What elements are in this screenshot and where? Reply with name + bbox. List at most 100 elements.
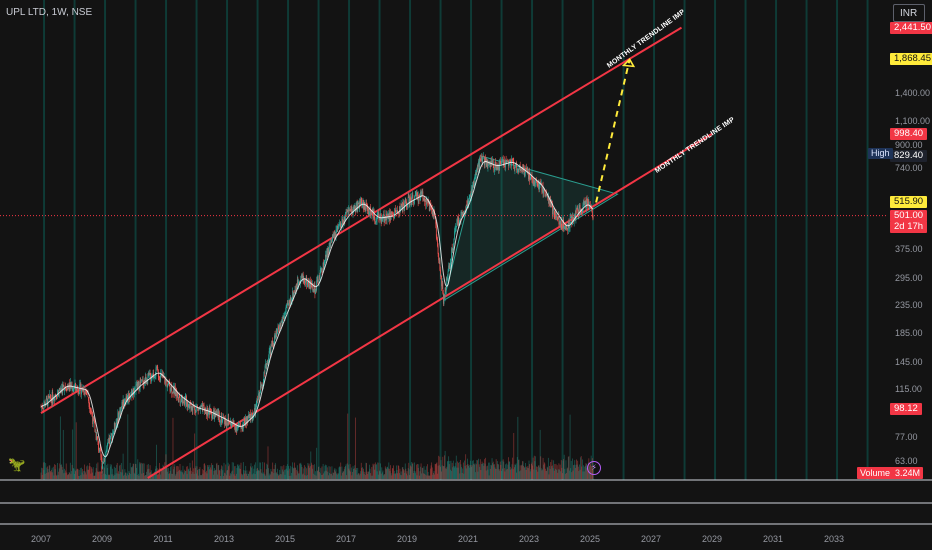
candle-body — [418, 195, 420, 202]
candle-body — [54, 394, 56, 401]
volume-bar — [252, 466, 254, 479]
candle-body — [501, 160, 503, 162]
candle-body — [497, 165, 499, 170]
volume-bar — [270, 468, 272, 479]
volume-bar — [420, 463, 422, 479]
candle-body — [323, 262, 325, 267]
volume-bar — [72, 429, 74, 479]
candle-body — [398, 213, 400, 214]
candle-body — [557, 214, 559, 219]
candle-body — [298, 281, 300, 283]
candle-body — [276, 329, 278, 333]
volume-bar — [136, 474, 138, 479]
candle-body — [240, 422, 241, 427]
volume-bar — [136, 467, 138, 479]
candle-body — [457, 217, 459, 225]
volume-bar — [379, 470, 380, 479]
candle-body — [563, 219, 565, 228]
volume-bar — [550, 462, 552, 479]
volume-bar — [538, 465, 540, 479]
volume-bar — [308, 463, 310, 479]
volume-bar — [326, 467, 328, 479]
volume-bar — [157, 474, 159, 479]
candle-body — [252, 416, 254, 419]
candle-body — [92, 416, 94, 425]
candle-body — [293, 292, 295, 298]
volume-bar — [383, 475, 384, 479]
volume-bar — [231, 471, 233, 479]
volume-bar — [457, 467, 459, 479]
volume-bar — [186, 466, 187, 479]
candle-body — [156, 366, 157, 368]
volume-bar — [410, 465, 411, 479]
volume-bar — [312, 468, 313, 479]
volume-bar — [332, 472, 334, 479]
volume-bar — [366, 463, 367, 479]
candle-body — [335, 232, 336, 238]
candle-body — [295, 287, 297, 291]
volume-bar — [563, 454, 565, 479]
candle-body — [451, 248, 453, 251]
candle-body — [122, 399, 124, 408]
candle-body — [557, 217, 559, 219]
candle-body — [511, 159, 512, 167]
volume-bar — [195, 465, 197, 479]
volume-bar — [230, 473, 231, 479]
currency-button[interactable]: INR — [893, 4, 925, 22]
candle-body — [171, 392, 173, 394]
candle-body — [481, 155, 483, 163]
volume-bar — [459, 473, 461, 479]
volume-bar — [113, 466, 115, 479]
candle-body — [45, 404, 47, 407]
candle-body — [51, 391, 53, 404]
volume-bar — [335, 471, 336, 479]
candle-body — [225, 422, 227, 425]
volume-bar — [570, 468, 572, 479]
candle-body — [229, 422, 231, 425]
lightning-icon[interactable]: ⚡ — [587, 461, 601, 475]
candle-body — [394, 208, 396, 212]
volume-bar — [103, 466, 105, 479]
candle-body — [177, 397, 179, 399]
volume-bar — [231, 462, 233, 479]
candle-body — [166, 380, 168, 388]
candle-body — [292, 290, 294, 299]
volume-bar — [519, 471, 521, 479]
volume-bar — [537, 471, 539, 479]
candle-body — [90, 409, 92, 412]
volume-bar — [273, 473, 275, 479]
candle-body — [321, 268, 323, 272]
volume-bar — [118, 474, 120, 479]
candle-body — [112, 432, 114, 434]
time-axis: 2007 2009 2011 2013 2015 2017 2019 2021 2023 2025… — [31, 534, 844, 544]
volume-bar — [100, 471, 102, 479]
volume-bar — [524, 467, 526, 479]
candle-body — [78, 392, 80, 394]
volume-bar — [240, 462, 242, 479]
candle-body — [348, 209, 350, 211]
volume-bar — [309, 466, 311, 479]
candle-body — [350, 207, 352, 212]
candle-body — [581, 209, 583, 212]
volume-bar — [374, 462, 376, 479]
volume-bar — [308, 465, 309, 479]
volume-bar — [147, 469, 149, 479]
volume-bar — [137, 459, 139, 479]
volume-bar — [133, 472, 135, 479]
countdown-tag: 2d 17h — [890, 221, 928, 234]
candle-body — [219, 421, 221, 423]
volume-bar — [435, 464, 437, 479]
candle-body — [47, 399, 48, 406]
dinosaur-icon: 🦖 — [8, 456, 26, 472]
candle-body — [184, 398, 186, 405]
candle-body — [224, 418, 226, 425]
candle-body — [261, 384, 262, 387]
candle-body — [127, 394, 129, 401]
volume-bar — [247, 475, 248, 479]
volume-bar — [134, 474, 136, 479]
candle-body — [528, 171, 530, 180]
volume-bar — [481, 463, 482, 479]
volume-bar — [360, 471, 362, 479]
volume-bar — [335, 469, 337, 479]
